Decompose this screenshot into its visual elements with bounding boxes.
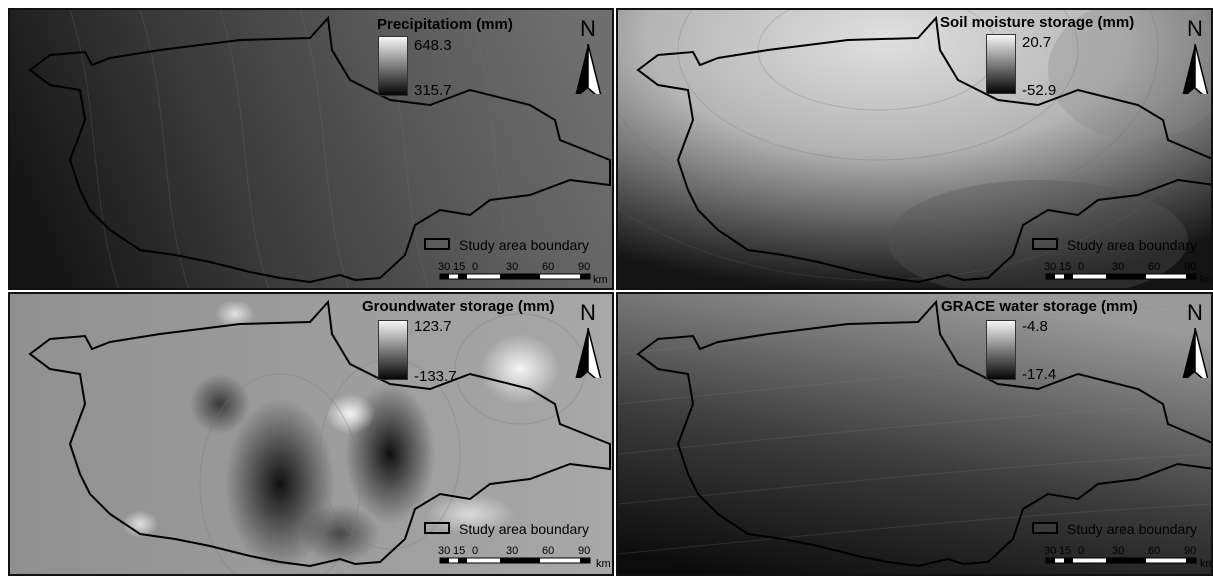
scale-tick-label: 0 <box>1078 261 1085 273</box>
boundary-legend-swatch <box>424 238 450 250</box>
scale-bar <box>439 273 591 280</box>
scale-tick-label: 60 <box>542 545 555 557</box>
scale-tick-label: 90 <box>1184 545 1197 557</box>
precipitation-raster <box>10 10 612 288</box>
scale-tick-label: 90 <box>578 545 591 557</box>
scale-tick-label: 0 <box>1078 545 1085 557</box>
scale-unit: km <box>1200 558 1211 570</box>
legend-max-value: 20.7 <box>1022 34 1052 51</box>
boundary-legend-swatch <box>1032 522 1058 534</box>
scale-tick-label: 90 <box>1184 261 1197 273</box>
study-area-boundary <box>28 299 611 568</box>
legend-color-ramp <box>378 320 408 380</box>
legend-max-value: 648.3 <box>414 37 452 54</box>
scale-tick-label: 90 <box>578 261 591 273</box>
scale-unit: km <box>593 274 608 286</box>
map-title: Groundwater storage (mm) <box>362 298 555 315</box>
legend-min-value: -17.4 <box>1022 366 1057 383</box>
scale-bar <box>1045 557 1197 564</box>
scale-tick-label: 60 <box>1148 261 1161 273</box>
groundwater-raster <box>10 294 612 574</box>
scale-tick-label: 30 <box>1044 545 1057 557</box>
map-title: Precipitatiom (mm) <box>377 16 513 33</box>
boundary-legend-label: Study area boundary <box>459 237 589 253</box>
map-title: Soil moisture storage (mm) <box>940 14 1135 31</box>
boundary-legend-swatch <box>1032 238 1058 250</box>
scale-unit: km <box>1200 274 1211 286</box>
scale-tick-label: 30 <box>506 261 519 273</box>
north-arrow-icon: N <box>575 300 602 378</box>
map-panel-soil-moisture: Soil moisture storage (mm) 20.7 -52.9 N … <box>616 8 1213 290</box>
legend-min-value: -133.7 <box>414 368 457 385</box>
boundary-legend-label: Study area boundary <box>1067 237 1197 253</box>
scale-tick-label: 30 <box>1044 261 1057 273</box>
scale-bar <box>1045 273 1197 280</box>
map-panel-precipitation: Precipitatiom (mm) 648.3 315.7 N Study a… <box>8 8 614 290</box>
scale-tick-label: 30 <box>1112 545 1125 557</box>
svg-text:N: N <box>580 300 596 325</box>
scale-tick-label: 60 <box>1148 545 1161 557</box>
scale-bar <box>439 557 591 564</box>
boundary-legend-swatch <box>424 522 450 534</box>
legend-color-ramp <box>986 34 1016 94</box>
scale-tick-label: 15 <box>453 261 466 273</box>
scale-tick-label: 15 <box>1059 545 1072 557</box>
boundary-legend-label: Study area boundary <box>459 521 589 537</box>
legend-color-ramp <box>986 320 1016 380</box>
legend-color-ramp <box>378 36 408 96</box>
legend-max-value: -4.8 <box>1022 318 1048 335</box>
boundary-legend-label: Study area boundary <box>1067 521 1197 537</box>
legend-max-value: 123.7 <box>414 318 452 335</box>
svg-text:N: N <box>580 16 596 41</box>
scale-tick-label: 15 <box>453 545 466 557</box>
study-area-boundary <box>28 15 611 284</box>
svg-text:N: N <box>1187 16 1203 41</box>
scale-tick-label: 0 <box>472 261 479 273</box>
study-area-boundary <box>636 15 1211 284</box>
scale-tick-label: 30 <box>1112 261 1125 273</box>
north-arrow-icon: N <box>575 16 602 94</box>
soil-moisture-raster <box>618 10 1211 288</box>
grace-raster <box>618 294 1211 574</box>
map-panel-grace: GRACE water storage (mm) -4.8 -17.4 N St… <box>616 292 1213 576</box>
north-arrow-icon: N <box>1182 16 1209 94</box>
map-title: GRACE water storage (mm) <box>941 298 1138 315</box>
north-arrow-icon: N <box>1182 300 1209 378</box>
scale-unit: km <box>596 558 611 570</box>
legend-min-value: -52.9 <box>1022 82 1057 99</box>
legend-min-value: 315.7 <box>414 82 452 99</box>
scale-tick-label: 0 <box>472 545 479 557</box>
scale-tick-label: 60 <box>542 261 555 273</box>
svg-text:N: N <box>1187 300 1203 325</box>
scale-tick-label: 15 <box>1059 261 1072 273</box>
study-area-boundary <box>636 299 1211 568</box>
scale-tick-label: 30 <box>438 545 451 557</box>
scale-tick-label: 30 <box>438 261 451 273</box>
scale-tick-label: 30 <box>506 545 519 557</box>
map-panel-groundwater: Groundwater storage (mm) 123.7 -133.7 N … <box>8 292 614 576</box>
